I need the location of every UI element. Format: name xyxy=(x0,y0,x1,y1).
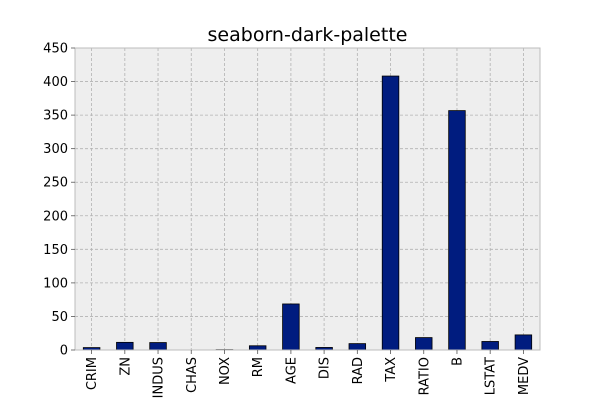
x-tick-label: MEDV xyxy=(517,357,532,395)
bars xyxy=(82,75,533,351)
x-tick-label: LSTAT xyxy=(484,357,499,395)
y-tick-label: 300 xyxy=(43,142,68,157)
y-tick-label: 350 xyxy=(43,109,68,124)
y-tick-label: 400 xyxy=(43,75,68,90)
x-tick-label: RAD xyxy=(351,357,366,384)
y-axis: 0 50 100 150 200 250 300 350 400 450 xyxy=(43,42,75,359)
y-tick-label: 200 xyxy=(43,209,68,224)
bar-medv xyxy=(514,334,533,351)
x-tick-label: RM xyxy=(251,357,266,377)
x-tick-label: CRIM xyxy=(85,357,100,390)
bar-indus xyxy=(149,342,167,351)
y-tick-label: 150 xyxy=(43,243,68,258)
x-axis: CRIM ZN INDUS CHAS NOX RM AGE DIS RAD TAX RATIO B LS… xyxy=(85,350,532,398)
y-tick-label: 450 xyxy=(43,42,68,57)
bar-age xyxy=(282,303,300,351)
plot-area xyxy=(75,48,540,350)
x-tick-label: INDUS xyxy=(152,357,167,398)
x-tick-label: TAX xyxy=(384,357,399,383)
bar-rad xyxy=(348,343,367,351)
bar-b xyxy=(448,110,466,351)
plot-frame xyxy=(74,47,541,351)
y-tick-label: 0 xyxy=(60,344,68,359)
x-tick-label: RATIO xyxy=(417,357,432,395)
y-tick-label: 100 xyxy=(43,276,68,291)
y-tick-label: 250 xyxy=(43,176,68,191)
x-tick-label: B xyxy=(450,357,465,366)
x-tick-label: ZN xyxy=(118,357,133,376)
x-tick-label: DIS xyxy=(318,357,333,379)
x-tick-label: NOX xyxy=(218,357,233,385)
bar-ratio xyxy=(415,337,433,351)
chart-title: seaborn-dark-palette xyxy=(208,24,408,46)
bar-rm xyxy=(248,345,267,351)
bar-lstat xyxy=(481,341,499,351)
x-tick-label: AGE xyxy=(284,357,299,384)
x-tick-label: CHAS xyxy=(185,357,200,393)
y-tick-label: 50 xyxy=(51,310,68,325)
bar-tax xyxy=(381,75,400,351)
bar-zn xyxy=(116,341,134,351)
